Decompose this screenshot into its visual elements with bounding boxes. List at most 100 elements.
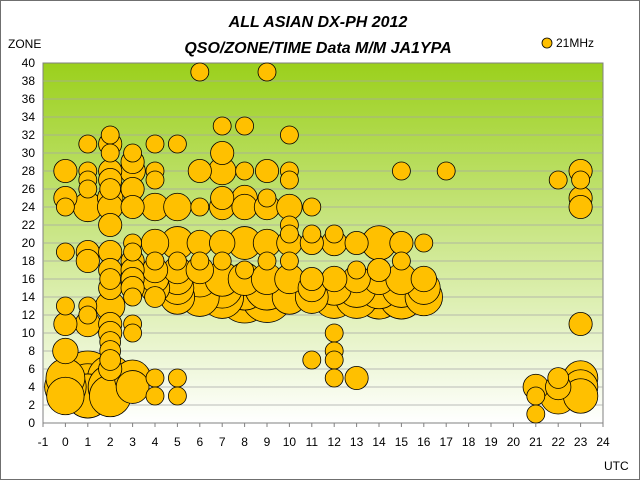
bubble-point — [547, 367, 569, 389]
bubble-point — [254, 158, 280, 184]
chart-title: ALL ASIAN DX-PH 2012 — [228, 14, 408, 31]
x-tick-label: 2 — [107, 435, 114, 449]
bubble-point — [100, 125, 120, 145]
bubble-point — [78, 179, 98, 199]
y-tick-label: 4 — [28, 380, 35, 394]
bubble-point — [279, 251, 299, 271]
bubble-point — [324, 224, 344, 244]
x-tick-label: 18 — [462, 435, 476, 449]
bubble-point — [145, 386, 165, 406]
bubble-point — [98, 212, 123, 238]
bubble-point — [548, 170, 568, 190]
bubble-point — [321, 265, 348, 293]
y-tick-label: 6 — [28, 362, 35, 376]
y-tick-label: 16 — [22, 272, 36, 286]
bubble-point — [324, 323, 344, 343]
x-tick-label: 21 — [529, 435, 543, 449]
chart-subtitle: QSO/ZONE/TIME Data M/M JA1YPA — [184, 40, 451, 57]
x-tick-label: 22 — [552, 435, 566, 449]
bubble-point — [257, 251, 277, 271]
y-tick-label: 40 — [22, 56, 36, 70]
bubble-point — [167, 368, 187, 388]
y-tick-label: 8 — [28, 344, 35, 358]
bubble-point — [187, 158, 212, 184]
y-tick-label: 12 — [22, 308, 36, 322]
bubble-point — [302, 197, 322, 217]
bubble-point — [53, 311, 78, 337]
bubble-point — [190, 197, 210, 217]
bubble-point — [145, 134, 165, 154]
bubble-point — [145, 368, 165, 388]
bubble-point — [56, 296, 75, 316]
x-tick-label: 5 — [174, 435, 181, 449]
bubble-point — [123, 323, 143, 343]
x-tick-label: 0 — [62, 435, 69, 449]
bubble-point — [115, 370, 150, 404]
x-tick-label: 24 — [596, 435, 610, 449]
x-axis-ticks: -1 0 1 2 3 4 5 6 7 8 9 10 11 12 13 14 15 16 17 18 19 20 21 22 23… — [38, 423, 610, 449]
bubble-point — [123, 242, 143, 262]
x-tick-label: 19 — [484, 435, 498, 449]
bubble-point — [279, 125, 299, 145]
bubble-point — [366, 257, 392, 283]
y-tick-label: 22 — [22, 218, 36, 232]
bubble-point — [526, 386, 546, 406]
bubble-point — [46, 376, 85, 416]
x-tick-label: 12 — [328, 435, 342, 449]
bubble-point — [56, 197, 75, 217]
x-tick-label: 15 — [395, 435, 409, 449]
bubble-point — [279, 170, 299, 190]
y-tick-label: 26 — [22, 182, 36, 196]
bubble-point — [299, 266, 324, 292]
bubble-point — [78, 134, 98, 154]
y-tick-label: 18 — [22, 254, 36, 268]
bubble-point — [344, 365, 369, 391]
y-tick-label: 0 — [28, 416, 35, 430]
bubble-point — [526, 404, 546, 424]
bubble-point — [167, 386, 187, 406]
bubble-point — [167, 134, 187, 154]
bubble-point — [410, 265, 437, 293]
bubble-point — [568, 194, 593, 220]
legend-marker — [541, 37, 553, 49]
bubble-point — [571, 170, 590, 190]
bubble-point — [347, 260, 367, 280]
bubble-point — [123, 287, 143, 307]
x-tick-label: 7 — [219, 435, 226, 449]
y-tick-label: 30 — [22, 146, 36, 160]
x-tick-label: 6 — [196, 435, 203, 449]
x-tick-label: 23 — [574, 435, 588, 449]
bubble-point — [324, 368, 344, 388]
bubble-point — [78, 305, 98, 325]
y-tick-label: 34 — [22, 110, 36, 124]
x-tick-label: -1 — [38, 435, 49, 449]
bubble-point — [144, 286, 166, 308]
bubble-point — [302, 350, 322, 370]
bubble-point — [324, 350, 344, 370]
x-tick-label: 3 — [129, 435, 136, 449]
bubble-point — [56, 242, 75, 262]
x-tick-label: 17 — [440, 435, 454, 449]
y-tick-label: 28 — [22, 164, 36, 178]
bubble-point — [279, 224, 299, 244]
x-tick-label: 4 — [152, 435, 159, 449]
bubble-point — [145, 170, 165, 190]
bubble-point — [190, 62, 210, 82]
bubble-point — [163, 192, 192, 222]
bubble-point — [568, 311, 593, 337]
bubble-point — [120, 194, 145, 220]
bubble-point — [436, 161, 456, 181]
bubble-point — [212, 116, 232, 136]
x-tick-label: 9 — [264, 435, 271, 449]
y-tick-label: 38 — [22, 74, 36, 88]
x-tick-label: 11 — [306, 435, 319, 449]
x-tick-label: 13 — [350, 435, 364, 449]
bubble-point — [391, 161, 411, 181]
bubble-point — [210, 185, 235, 211]
bubble-point — [389, 230, 414, 256]
y-axis-label: ZONE — [8, 37, 41, 51]
x-tick-label: 8 — [241, 435, 248, 449]
bubble-point — [231, 193, 258, 221]
bubble-point — [212, 251, 232, 271]
bubble-point — [344, 230, 369, 256]
